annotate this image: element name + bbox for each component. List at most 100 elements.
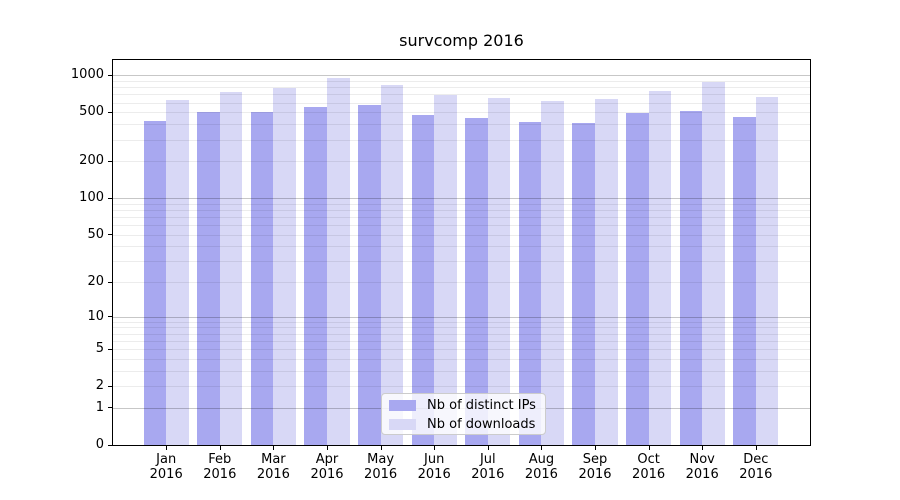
grid-line-minor xyxy=(113,216,810,218)
legend-swatch-downloads xyxy=(389,419,416,430)
x-axis-month: Aug xyxy=(528,452,555,467)
grid-line-minor xyxy=(113,358,810,360)
grid-line-minor xyxy=(113,282,810,284)
bar-distinct-ips xyxy=(626,113,649,445)
x-axis-month: Feb xyxy=(208,452,232,467)
x-axis-year: 2016 xyxy=(685,467,719,482)
x-axis-tick-label: Jul 2016 xyxy=(456,452,520,482)
x-axis-tick xyxy=(434,446,436,450)
grid-line-major xyxy=(113,316,810,318)
x-axis-tick xyxy=(541,446,543,450)
grid-line-minor xyxy=(113,246,810,248)
grid-line-minor xyxy=(113,203,810,205)
bar-downloads xyxy=(755,96,779,445)
bar-downloads xyxy=(327,78,350,445)
y-axis-tick xyxy=(108,385,113,387)
x-axis-year: 2016 xyxy=(149,467,183,482)
y-axis-tick xyxy=(108,197,113,199)
y-axis-tick xyxy=(108,234,113,236)
x-axis-year: 2016 xyxy=(364,467,398,482)
bar-distinct-ips xyxy=(679,110,703,445)
x-axis-tick xyxy=(166,446,168,450)
y-axis-tick-label: 500 xyxy=(79,104,104,120)
grid-line-major xyxy=(113,198,810,200)
bar-downloads xyxy=(273,87,296,445)
x-axis-month: Mar xyxy=(261,452,286,467)
bar-distinct-ips xyxy=(411,115,435,445)
grid-line-minor xyxy=(113,81,810,82)
bar-downloads xyxy=(166,100,189,445)
x-axis-tick xyxy=(273,446,275,450)
grid-line-minor xyxy=(113,234,810,236)
grid-line-minor xyxy=(113,112,810,114)
legend-entry: Nb of downloads xyxy=(389,415,545,434)
grid-line-minor xyxy=(113,94,810,96)
legend-label: Nb of distinct IPs xyxy=(427,398,536,413)
x-axis-year: 2016 xyxy=(578,467,612,482)
legend: Nb of distinct IPs Nb of downloads xyxy=(381,393,546,435)
x-axis-tick-label: Aug 2016 xyxy=(509,452,573,482)
grid-line-minor xyxy=(113,161,810,163)
x-axis-month: Dec xyxy=(743,452,769,467)
y-axis-tick xyxy=(108,74,113,76)
y-axis-tick xyxy=(108,348,113,350)
bar-downloads xyxy=(541,100,564,445)
x-axis-tick-label: Apr 2016 xyxy=(295,452,359,482)
bar-distinct-ips xyxy=(572,123,595,445)
x-axis-year: 2016 xyxy=(310,467,344,482)
x-axis-tick-label: Feb 2016 xyxy=(188,452,252,482)
bar-distinct-ips xyxy=(465,118,488,445)
x-axis-tick-label: Dec 2016 xyxy=(724,452,788,482)
x-axis-tick-label: Jun 2016 xyxy=(402,452,466,482)
x-axis-tick xyxy=(755,446,757,450)
grid-line-minor xyxy=(113,349,810,351)
x-axis-month: Jan xyxy=(156,452,177,467)
x-axis-month: Sep xyxy=(582,452,608,467)
y-axis-tick-label: 20 xyxy=(87,274,104,290)
x-axis-tick xyxy=(648,446,650,450)
x-axis-month: May xyxy=(367,452,395,467)
grid-line-minor xyxy=(113,124,810,126)
bar-downloads xyxy=(648,91,672,445)
bar-distinct-ips xyxy=(358,105,381,445)
x-axis-tick-label: May 2016 xyxy=(349,452,413,482)
x-axis-tick-label: Sep 2016 xyxy=(563,452,627,482)
x-axis-tick-label: Jan 2016 xyxy=(134,452,198,482)
grid-line-minor xyxy=(113,386,810,388)
bar-distinct-ips xyxy=(250,111,274,445)
x-axis-month: Nov xyxy=(689,452,715,467)
bar-distinct-ips xyxy=(197,112,220,445)
x-axis-tick-label: Oct 2016 xyxy=(617,452,681,482)
y-axis-tick xyxy=(108,160,113,162)
grid-line-minor xyxy=(113,333,810,335)
bar-downloads xyxy=(595,99,618,445)
x-axis-year: 2016 xyxy=(632,467,666,482)
x-axis-tick xyxy=(702,446,704,450)
x-axis-year: 2016 xyxy=(739,467,773,482)
bar-downloads xyxy=(434,95,457,445)
bar-distinct-ips xyxy=(518,121,542,445)
x-axis-tick xyxy=(595,446,596,450)
y-axis-tick-label: 1000 xyxy=(70,67,104,83)
bar-downloads xyxy=(219,92,243,445)
grid-line-minor xyxy=(113,209,810,211)
x-axis-month: Apr xyxy=(315,452,339,467)
legend-swatch-distinct-ips xyxy=(389,400,416,411)
x-axis-tick xyxy=(327,446,328,450)
x-axis-year: 2016 xyxy=(203,467,237,482)
y-axis-tick-label: 10 xyxy=(87,308,104,324)
y-axis-tick xyxy=(108,281,113,283)
grid-line-minor xyxy=(113,261,810,263)
grid-line-minor xyxy=(113,321,810,323)
bar-downloads xyxy=(380,85,404,445)
grid-line-minor xyxy=(113,102,810,104)
grid-line-minor xyxy=(113,139,810,141)
chart-title: survcomp 2016 xyxy=(399,31,524,50)
x-axis-year: 2016 xyxy=(471,467,505,482)
x-axis-month: Oct xyxy=(637,452,660,467)
grid-line-minor xyxy=(113,225,810,226)
grid-line-minor xyxy=(113,370,810,372)
x-axis-tick-label: Nov 2016 xyxy=(670,452,734,482)
grid-line-minor xyxy=(113,340,810,342)
